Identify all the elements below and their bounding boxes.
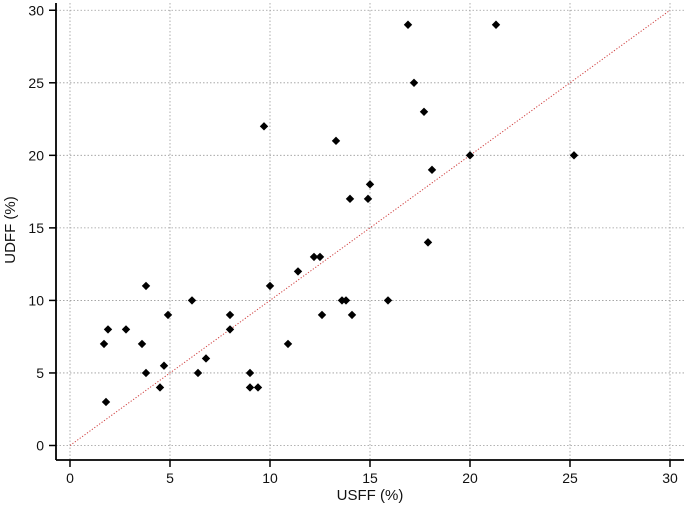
data-point — [365, 180, 375, 189]
y-tick-label: 0 — [36, 437, 44, 453]
x-tick-label: 25 — [562, 470, 578, 486]
y-tick-label: 25 — [28, 75, 44, 91]
y-axis-ticks: 0 5 10 15 20 25 30 — [28, 2, 56, 453]
identity-line — [69, 9, 671, 446]
data-point — [347, 310, 357, 320]
x-tick-label: 5 — [166, 470, 174, 486]
data-point — [245, 383, 255, 392]
data-point — [141, 281, 151, 291]
data-point — [283, 339, 293, 349]
y-tick-label: 10 — [28, 292, 44, 308]
data-point — [225, 325, 235, 334]
identity-line-path — [69, 9, 671, 446]
x-tick-label: 0 — [66, 470, 74, 486]
data-point — [141, 368, 151, 378]
data-point — [465, 151, 475, 160]
data-point — [409, 78, 419, 87]
data-point — [265, 281, 275, 291]
data-point — [423, 238, 433, 247]
data-point — [403, 20, 413, 29]
data-point — [245, 368, 255, 378]
data-point — [99, 339, 109, 349]
data-point — [427, 165, 437, 175]
y-axis-title: UDFF (%) — [2, 196, 19, 264]
x-tick-label: 30 — [662, 470, 678, 486]
data-point — [103, 325, 113, 334]
data-point — [309, 252, 319, 262]
data-point — [201, 354, 211, 363]
data-point — [121, 325, 131, 334]
y-tick-label: 15 — [28, 220, 44, 236]
data-point — [419, 107, 429, 117]
data-point — [155, 383, 165, 392]
y-tick-label: 20 — [28, 147, 44, 163]
data-point — [317, 310, 327, 320]
y-tick-label: 5 — [36, 365, 44, 381]
data-point — [137, 339, 147, 349]
data-point — [293, 267, 303, 276]
data-point — [159, 361, 169, 370]
data-point — [363, 194, 373, 204]
data-point — [187, 296, 197, 305]
grid — [56, 3, 684, 460]
x-axis-title: USFF (%) — [337, 487, 404, 504]
data-point — [315, 252, 325, 262]
data-point — [569, 151, 579, 160]
data-point — [101, 397, 111, 407]
x-tick-label: 10 — [262, 470, 278, 486]
y-tick-label: 30 — [28, 2, 44, 18]
data-point — [341, 296, 351, 305]
data-point — [253, 383, 263, 392]
x-axis-ticks: 0 5 10 15 20 25 30 — [66, 460, 678, 486]
data-point — [345, 194, 355, 204]
data-points — [99, 20, 579, 407]
data-point — [259, 122, 269, 131]
x-tick-label: 15 — [362, 470, 378, 486]
data-point — [193, 368, 203, 378]
data-point — [163, 310, 173, 320]
data-point — [383, 296, 393, 305]
x-tick-label: 20 — [462, 470, 478, 486]
data-point — [225, 310, 235, 320]
data-point — [331, 136, 341, 146]
data-point — [491, 20, 501, 29]
